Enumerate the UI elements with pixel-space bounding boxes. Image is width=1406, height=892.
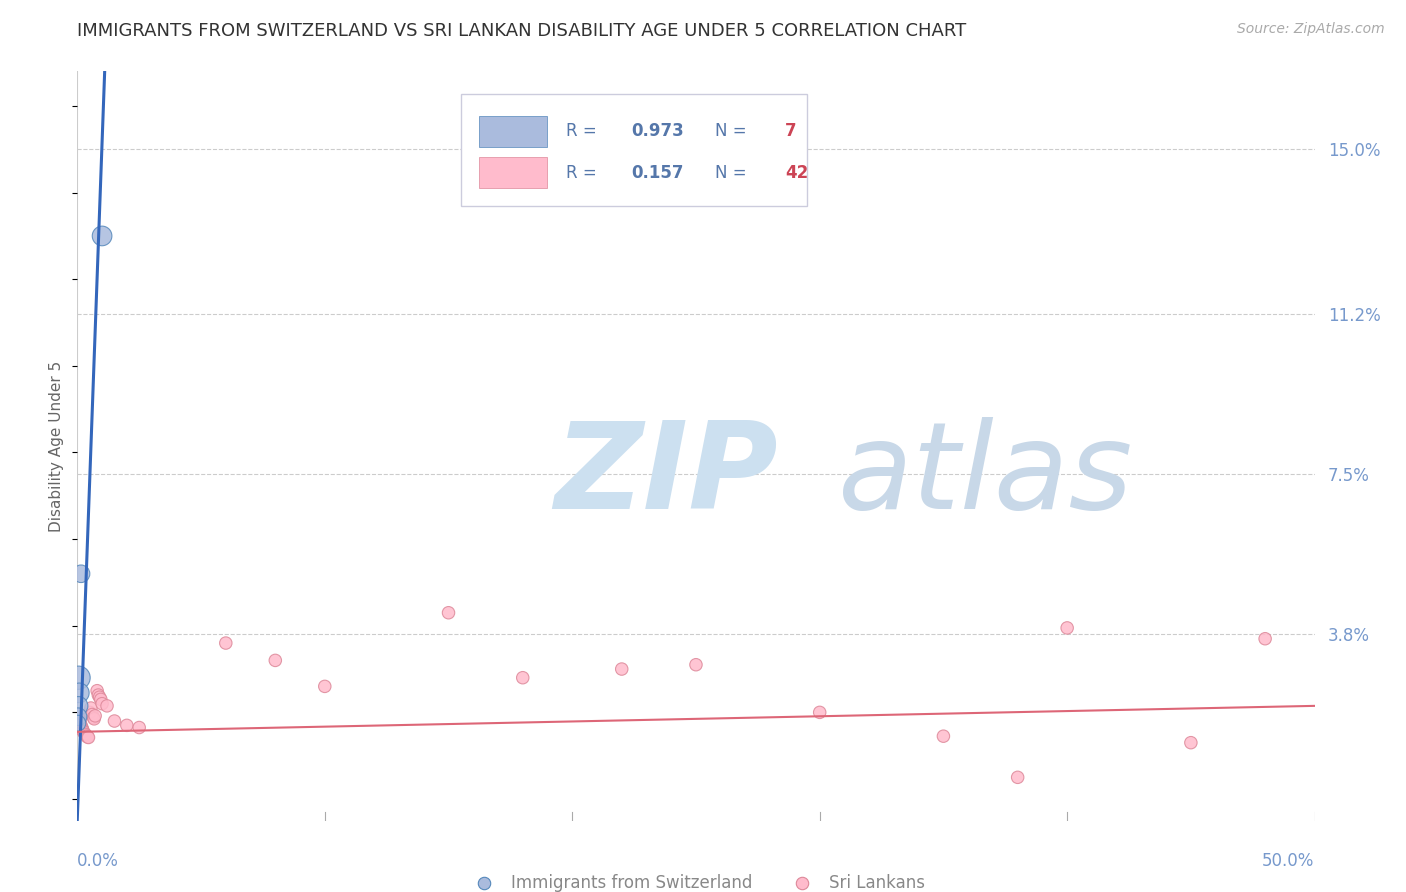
- Point: [72, 724, 94, 739]
- Text: atlas: atlas: [838, 417, 1133, 534]
- Text: N =: N =: [714, 163, 751, 181]
- Point: [1180, 736, 1202, 750]
- Point: [808, 706, 831, 720]
- Point: [89, 690, 111, 705]
- Point: [91, 697, 114, 711]
- Point: [437, 606, 460, 620]
- Point: [73, 727, 96, 741]
- Point: [66, 716, 89, 731]
- Bar: [479, 116, 547, 147]
- Point: [1056, 621, 1078, 635]
- Point: [103, 714, 125, 728]
- Point: [610, 662, 633, 676]
- Point: [83, 712, 105, 726]
- Text: 42: 42: [785, 163, 808, 181]
- Point: [77, 731, 100, 745]
- Point: [76, 730, 98, 744]
- Text: Source: ZipAtlas.com: Source: ZipAtlas.com: [1237, 22, 1385, 37]
- Point: [314, 679, 336, 693]
- Text: 7: 7: [785, 122, 797, 140]
- Point: [932, 729, 955, 743]
- Point: [87, 688, 110, 702]
- Point: [512, 671, 534, 685]
- Point: [75, 728, 97, 742]
- Point: [69, 714, 91, 728]
- Text: R =: R =: [567, 122, 602, 140]
- Legend: Immigrants from Switzerland, Sri Lankans: Immigrants from Switzerland, Sri Lankans: [461, 867, 931, 892]
- Point: [72, 722, 94, 736]
- Point: [67, 709, 90, 723]
- Bar: [479, 157, 547, 188]
- FancyBboxPatch shape: [461, 94, 807, 206]
- Point: [70, 566, 93, 581]
- Text: 0.157: 0.157: [631, 163, 685, 181]
- Point: [685, 657, 707, 672]
- Point: [215, 636, 238, 650]
- Point: [67, 712, 90, 726]
- Point: [69, 716, 91, 731]
- Point: [67, 671, 90, 685]
- Text: 0.0%: 0.0%: [77, 852, 120, 870]
- Point: [82, 710, 104, 724]
- Point: [80, 701, 103, 715]
- Point: [67, 707, 90, 722]
- Text: ZIP: ZIP: [554, 417, 778, 534]
- Point: [70, 721, 93, 735]
- Y-axis label: Disability Age Under 5: Disability Age Under 5: [49, 360, 65, 532]
- Text: R =: R =: [567, 163, 602, 181]
- Point: [128, 721, 150, 735]
- Text: N =: N =: [714, 122, 751, 140]
- Point: [1007, 770, 1029, 784]
- Point: [115, 718, 138, 732]
- Text: IMMIGRANTS FROM SWITZERLAND VS SRI LANKAN DISABILITY AGE UNDER 5 CORRELATION CHA: IMMIGRANTS FROM SWITZERLAND VS SRI LANKA…: [77, 22, 966, 40]
- Text: 0.973: 0.973: [631, 122, 685, 140]
- Point: [86, 683, 108, 698]
- Point: [1254, 632, 1277, 646]
- Point: [79, 706, 101, 720]
- Point: [96, 698, 118, 713]
- Point: [91, 229, 114, 244]
- Point: [67, 686, 90, 700]
- Point: [76, 729, 98, 743]
- Point: [84, 708, 107, 723]
- Point: [82, 707, 104, 722]
- Point: [72, 723, 94, 738]
- Point: [90, 692, 112, 706]
- Point: [67, 698, 90, 713]
- Point: [70, 718, 93, 732]
- Point: [264, 653, 287, 667]
- Text: 50.0%: 50.0%: [1263, 852, 1315, 870]
